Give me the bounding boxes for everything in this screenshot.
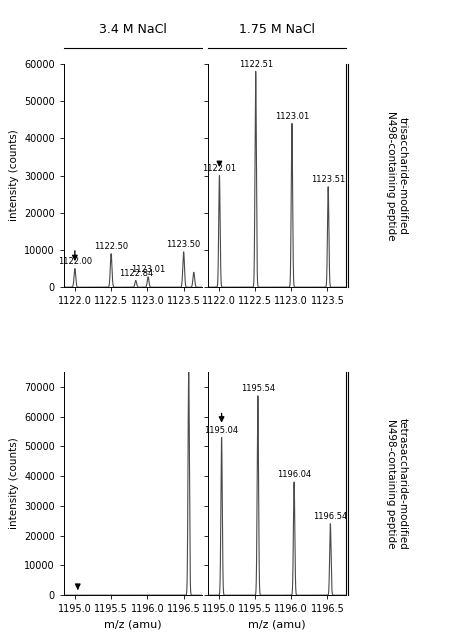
- Text: 3.4 M NaCl: 3.4 M NaCl: [99, 24, 167, 36]
- Text: 1122.00: 1122.00: [58, 257, 92, 266]
- Text: 1.75 M NaCl: 1.75 M NaCl: [239, 24, 315, 36]
- Text: 1123.01: 1123.01: [275, 112, 309, 121]
- Text: 1195.04: 1195.04: [205, 426, 238, 435]
- Text: 1196.54: 1196.54: [313, 512, 347, 521]
- Text: 1123.50: 1123.50: [166, 240, 201, 249]
- X-axis label: m/z (amu): m/z (amu): [248, 620, 306, 630]
- Text: 1123.01: 1123.01: [131, 265, 165, 274]
- Text: 1122.84: 1122.84: [118, 269, 153, 278]
- Text: 1195.54: 1195.54: [241, 384, 275, 393]
- Text: 1122.01: 1122.01: [202, 164, 237, 173]
- Text: 1123.51: 1123.51: [311, 175, 345, 184]
- Text: 1196.04: 1196.04: [277, 470, 311, 479]
- Text: tetrasaccharide-modified
N498-containing peptide: tetrasaccharide-modified N498-containing…: [386, 418, 408, 550]
- Text: trisaccharide-modified
N498-containing peptide: trisaccharide-modified N498-containing p…: [386, 111, 408, 241]
- Y-axis label: intensity (counts): intensity (counts): [9, 130, 18, 221]
- Text: 1122.51: 1122.51: [238, 60, 273, 68]
- X-axis label: m/z (amu): m/z (amu): [104, 620, 162, 630]
- Y-axis label: intensity (counts): intensity (counts): [9, 438, 18, 529]
- Text: 1122.50: 1122.50: [94, 242, 128, 251]
